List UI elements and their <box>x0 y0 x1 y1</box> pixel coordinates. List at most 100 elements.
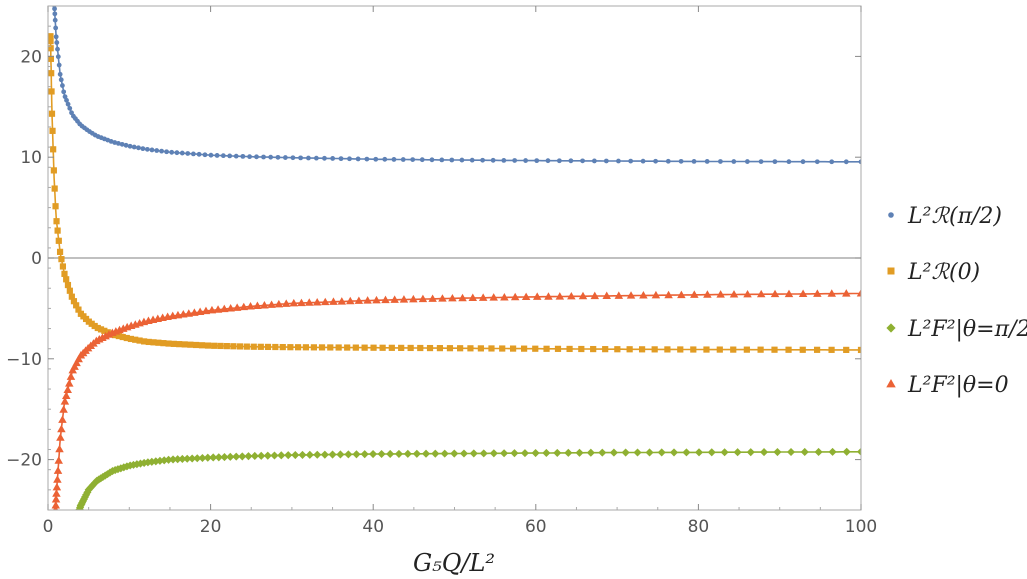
data-point <box>459 157 465 163</box>
data-point <box>57 71 63 77</box>
data-point <box>284 451 293 460</box>
data-point <box>691 159 697 164</box>
data-point <box>236 343 244 350</box>
data-point <box>531 448 540 458</box>
data-point <box>213 305 223 313</box>
data-point <box>773 447 782 457</box>
data-point <box>457 345 464 352</box>
data-point <box>149 147 155 153</box>
data-point <box>274 299 284 308</box>
data-point <box>59 263 67 270</box>
data-point <box>798 289 808 297</box>
data-point <box>731 159 737 164</box>
data-point <box>193 454 202 463</box>
data-point <box>338 156 344 162</box>
legend-item: L²ℛ(0) <box>887 260 980 285</box>
data-point <box>716 346 723 353</box>
data-point <box>645 448 654 457</box>
data-point <box>257 343 264 350</box>
data-point <box>799 346 806 353</box>
data-point <box>198 453 207 463</box>
data-point <box>123 334 130 342</box>
data-point <box>664 346 671 353</box>
data-point <box>74 510 82 518</box>
data-point <box>261 154 266 160</box>
data-point <box>842 447 851 456</box>
data-point <box>828 447 837 456</box>
data-point <box>633 448 642 457</box>
series-circle <box>52 6 861 165</box>
data-point <box>500 292 509 301</box>
data-point <box>410 157 416 163</box>
data-point <box>154 148 160 153</box>
data-point <box>55 237 62 244</box>
data-point <box>101 327 108 334</box>
data-point <box>60 397 70 405</box>
data-point <box>169 149 175 155</box>
data-point <box>602 346 609 353</box>
data-point <box>160 456 169 465</box>
data-point <box>270 451 279 460</box>
data-point <box>458 293 467 302</box>
data-point <box>328 450 337 459</box>
data-point <box>438 294 447 302</box>
data-point <box>829 159 835 165</box>
data-point <box>145 338 152 346</box>
legend-label: L²ℛ(0) <box>907 260 980 285</box>
data-point <box>179 150 185 156</box>
data-point <box>275 154 281 160</box>
data-point <box>239 302 249 311</box>
data-point <box>289 298 299 307</box>
data-point <box>553 448 562 457</box>
data-point <box>136 145 141 151</box>
data-point <box>59 405 68 413</box>
data-point <box>209 453 218 462</box>
x-axis-label: G₅Q/L² <box>413 549 495 577</box>
data-point <box>55 54 61 60</box>
data-point <box>669 448 679 457</box>
data-point <box>372 295 381 304</box>
data-point <box>52 11 58 17</box>
data-point <box>369 450 378 459</box>
data-point <box>279 343 286 351</box>
data-point <box>657 448 666 457</box>
data-point <box>521 292 531 301</box>
data-point <box>489 293 498 301</box>
data-point <box>313 450 322 459</box>
x-tick-label: 20 <box>200 517 222 537</box>
data-point <box>382 156 388 162</box>
data-point <box>321 297 330 306</box>
data-point <box>217 342 224 350</box>
data-point <box>50 167 57 174</box>
data-point <box>448 293 457 302</box>
data-point <box>346 296 355 305</box>
data-point <box>254 154 259 160</box>
data-point <box>220 304 229 313</box>
data-point <box>48 88 55 95</box>
data-point <box>230 343 237 350</box>
x-tick-label: 60 <box>525 517 547 537</box>
data-point <box>187 341 194 348</box>
data-point <box>800 447 809 457</box>
data-point <box>786 159 792 165</box>
data-point <box>250 343 257 350</box>
data-point <box>173 455 182 464</box>
data-point <box>828 346 835 353</box>
data-point <box>354 296 364 304</box>
data-point <box>716 290 725 298</box>
data-point <box>193 341 200 349</box>
legend-label: L²F²|θ=0 <box>907 373 1009 398</box>
data-point <box>75 306 82 313</box>
data-point <box>602 291 611 299</box>
data-point <box>122 462 131 471</box>
data-point <box>211 342 218 349</box>
data-point <box>298 155 304 161</box>
data-point <box>246 302 255 310</box>
data-point <box>48 34 54 41</box>
y-tick-label: 20 <box>20 47 42 67</box>
data-point <box>55 46 60 52</box>
data-point <box>60 83 65 88</box>
data-point <box>421 449 431 458</box>
data-point <box>707 448 716 457</box>
data-point <box>247 154 253 160</box>
